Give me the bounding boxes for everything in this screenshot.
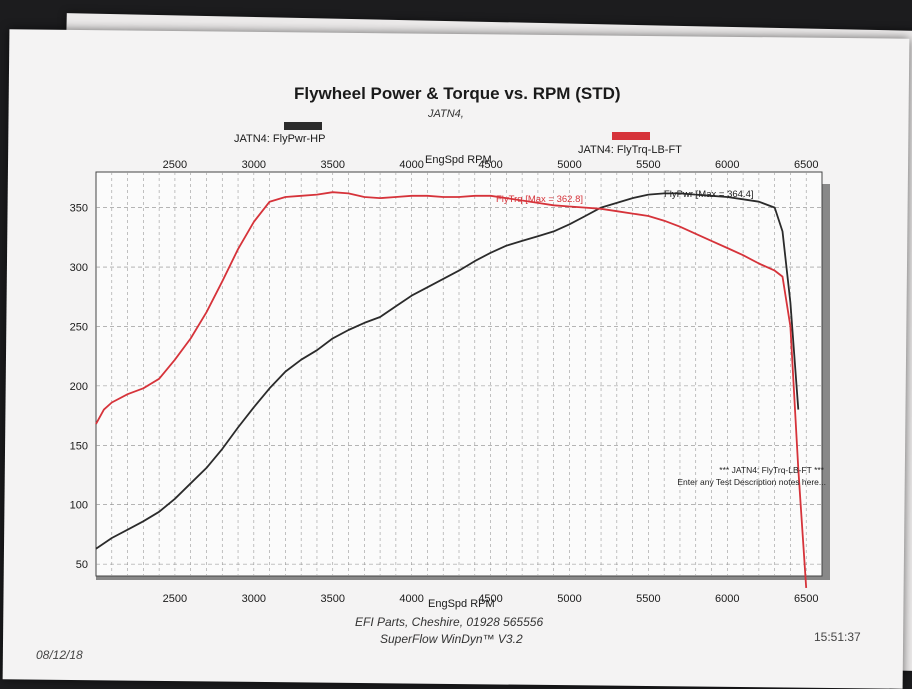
torque-legend-swatch	[612, 132, 650, 140]
notes-line-2: Enter any Test Description notes here...	[677, 477, 826, 487]
power-series-line	[95, 192, 800, 550]
torque-series-line	[95, 191, 808, 588]
power-legend-label: JATN4: FlyPwr-HP	[234, 133, 326, 145]
y-tick-label: 350	[70, 203, 88, 215]
top-x-tick-label: 4000	[399, 159, 423, 171]
top-x-tick-label: 5500	[636, 159, 660, 171]
notes-line-1: *** JATN4: FlyTrq-LB-FT ***	[719, 465, 824, 475]
bottom-axis-title: EngSpd RPM	[428, 598, 495, 610]
y-tick-label: 100	[70, 500, 88, 512]
time-stamp: 15:51:37	[814, 630, 861, 644]
y-tick-label: 300	[70, 262, 88, 274]
top-x-tick-label: 6000	[715, 159, 739, 171]
plot-shadow-right	[822, 184, 830, 580]
power-max-annotation: FlyPwr [Max = 364.4]	[664, 189, 754, 200]
x-tick-label: 6500	[794, 593, 818, 605]
top-x-tick-label: 6500	[794, 159, 818, 171]
x-tick-label: 5000	[557, 593, 581, 605]
x-tick-label: 2500	[163, 593, 187, 605]
y-tick-label: 200	[70, 381, 88, 393]
chart-title: Flywheel Power & Torque vs. RPM (STD)	[294, 84, 621, 103]
top-x-tick-label: 3500	[320, 159, 344, 171]
y-tick-label: 50	[76, 559, 88, 571]
x-tick-label: 5500	[636, 593, 660, 605]
torque-max-annotation: FlyTrq [Max = 362.8]	[496, 194, 583, 205]
y-tick-label: 250	[70, 321, 88, 333]
top-x-tick-label: 2500	[163, 159, 187, 171]
top-x-tick-label: 5000	[557, 159, 581, 171]
x-tick-label: 3000	[242, 593, 266, 605]
chart-subtitle: JATN4,	[428, 108, 464, 120]
top-axis-title: EngSpd RPM	[425, 154, 492, 166]
y-tick-label: 150	[70, 440, 88, 452]
x-tick-label: 4500	[478, 593, 502, 605]
torque-legend-label: JATN4: FlyTrq-LB-FT	[578, 144, 682, 156]
x-tick-label: 3500	[320, 593, 344, 605]
x-tick-label: 4000	[399, 593, 423, 605]
x-tick-label: 6000	[715, 593, 739, 605]
power-legend-swatch	[284, 122, 322, 130]
top-x-tick-label: 4500	[478, 159, 502, 171]
top-x-tick-label: 3000	[242, 159, 266, 171]
date-stamp: 08/12/18	[36, 648, 83, 662]
footer-software: SuperFlow WinDyn™ V3.2	[380, 632, 523, 646]
footer-company: EFI Parts, Cheshire, 01928 565556	[355, 615, 544, 629]
